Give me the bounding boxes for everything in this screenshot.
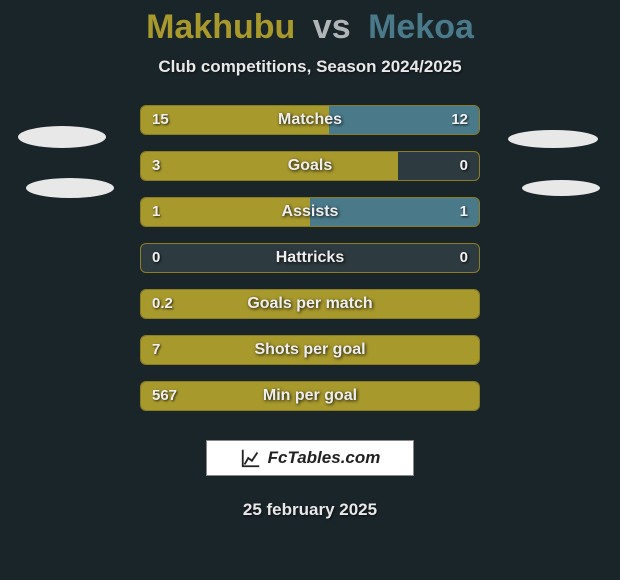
stats-area: 1512Matches 30Goals 11Assists 00Hattricks 0.… xyxy=(0,105,620,411)
vs-text: vs xyxy=(313,8,351,46)
stat-label: Assists xyxy=(140,197,480,227)
title: Makhubu vs Mekoa xyxy=(0,0,620,47)
stat-label: Goals per match xyxy=(140,289,480,319)
stat-label: Hattricks xyxy=(140,243,480,273)
player2-name: Mekoa xyxy=(368,8,474,46)
stat-row: 1512Matches xyxy=(0,105,620,135)
stat-row: 00Hattricks xyxy=(0,243,620,273)
stat-row: 7Shots per goal xyxy=(0,335,620,365)
date-text: 25 february 2025 xyxy=(0,500,620,520)
logo-text: FcTables.com xyxy=(268,448,381,468)
logo-box[interactable]: FcTables.com xyxy=(206,440,414,476)
stat-row: 11Assists xyxy=(0,197,620,227)
stat-row: 567Min per goal xyxy=(0,381,620,411)
chart-icon xyxy=(240,447,262,469)
stat-row: 30Goals xyxy=(0,151,620,181)
subtitle: Club competitions, Season 2024/2025 xyxy=(0,57,620,77)
stat-label: Goals xyxy=(140,151,480,181)
stat-label: Matches xyxy=(140,105,480,135)
player1-name: Makhubu xyxy=(146,8,295,46)
stat-label: Shots per goal xyxy=(140,335,480,365)
stat-row: 0.2Goals per match xyxy=(0,289,620,319)
stat-label: Min per goal xyxy=(140,381,480,411)
